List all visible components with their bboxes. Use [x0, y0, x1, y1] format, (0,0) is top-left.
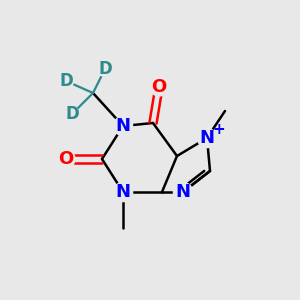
Text: O: O	[58, 150, 74, 168]
Text: D: D	[65, 105, 79, 123]
Circle shape	[57, 150, 75, 168]
Text: D: D	[59, 72, 73, 90]
Text: N: N	[116, 183, 130, 201]
Text: N: N	[116, 117, 130, 135]
Circle shape	[173, 182, 193, 202]
Text: D: D	[98, 60, 112, 78]
Circle shape	[58, 74, 74, 88]
Text: +: +	[212, 122, 225, 137]
Circle shape	[98, 61, 112, 76]
Text: N: N	[176, 183, 190, 201]
Circle shape	[113, 116, 133, 136]
Circle shape	[197, 128, 217, 148]
Text: O: O	[152, 78, 166, 96]
Text: N: N	[200, 129, 214, 147]
Circle shape	[64, 106, 80, 122]
Circle shape	[113, 182, 133, 202]
Circle shape	[150, 78, 168, 96]
